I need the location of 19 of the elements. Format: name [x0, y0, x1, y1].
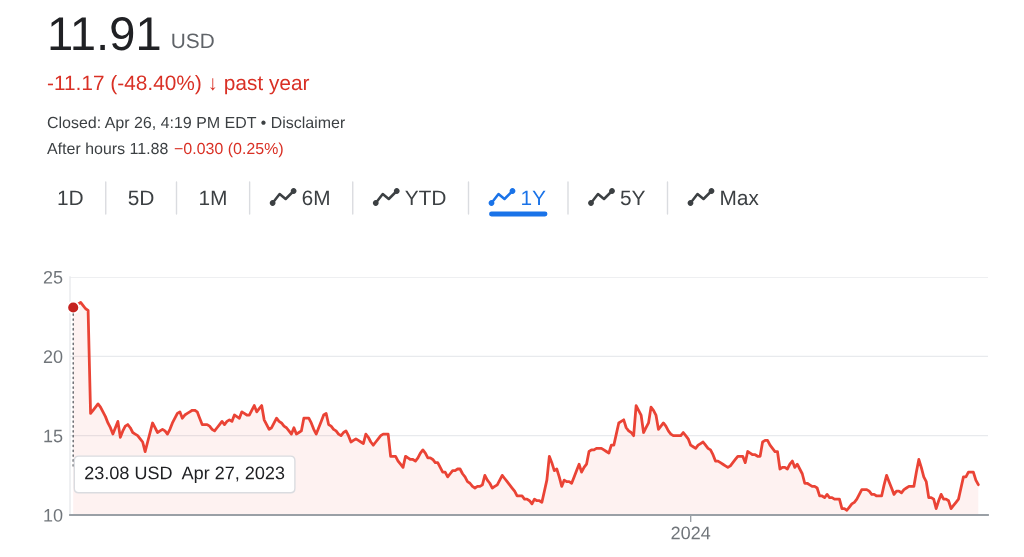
- chart-subtitle: -11.17 (-48.40%) ↓ past year: [47, 74, 310, 95]
- text: 1Y: [522, 190, 546, 205]
- text: 5D: [128, 190, 154, 206]
- y-tick-label: 15: [44, 429, 63, 443]
- text: After hours 11.88: [47, 142, 168, 155]
- text: Closed: Apr 26, 4:19 PM EDT • Disclaimer: [47, 116, 345, 132]
- x-tick-label: 2024: [671, 526, 711, 540]
- annotation: 23.08 USD Apr 27, 2023: [85, 466, 285, 483]
- chart-title: 11.91 USD: [50, 17, 214, 51]
- text: 5Y: [620, 190, 646, 206]
- y-tick-label: 25: [43, 270, 63, 284]
- text: YTD: [405, 190, 446, 205]
- text: −0.030 (0.25%): [174, 142, 283, 158]
- y-tick-label: 10: [44, 508, 63, 522]
- text: Max: [721, 190, 759, 206]
- y-tick-label: 20: [43, 350, 63, 364]
- text: 6M: [302, 190, 329, 206]
- text: 1D: [58, 190, 83, 205]
- text: 1M: [200, 190, 226, 205]
